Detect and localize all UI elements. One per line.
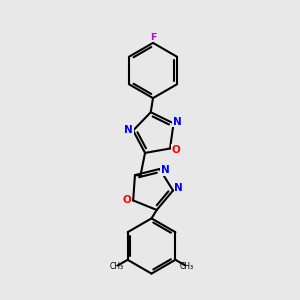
Text: O: O (171, 145, 180, 155)
Text: CH₃: CH₃ (110, 262, 124, 271)
Text: O: O (122, 195, 131, 206)
Text: N: N (124, 125, 133, 136)
Text: N: N (160, 166, 169, 176)
Text: CH₃: CH₃ (179, 262, 194, 271)
Text: N: N (174, 183, 183, 193)
Text: N: N (173, 117, 182, 127)
Text: F: F (150, 33, 156, 42)
